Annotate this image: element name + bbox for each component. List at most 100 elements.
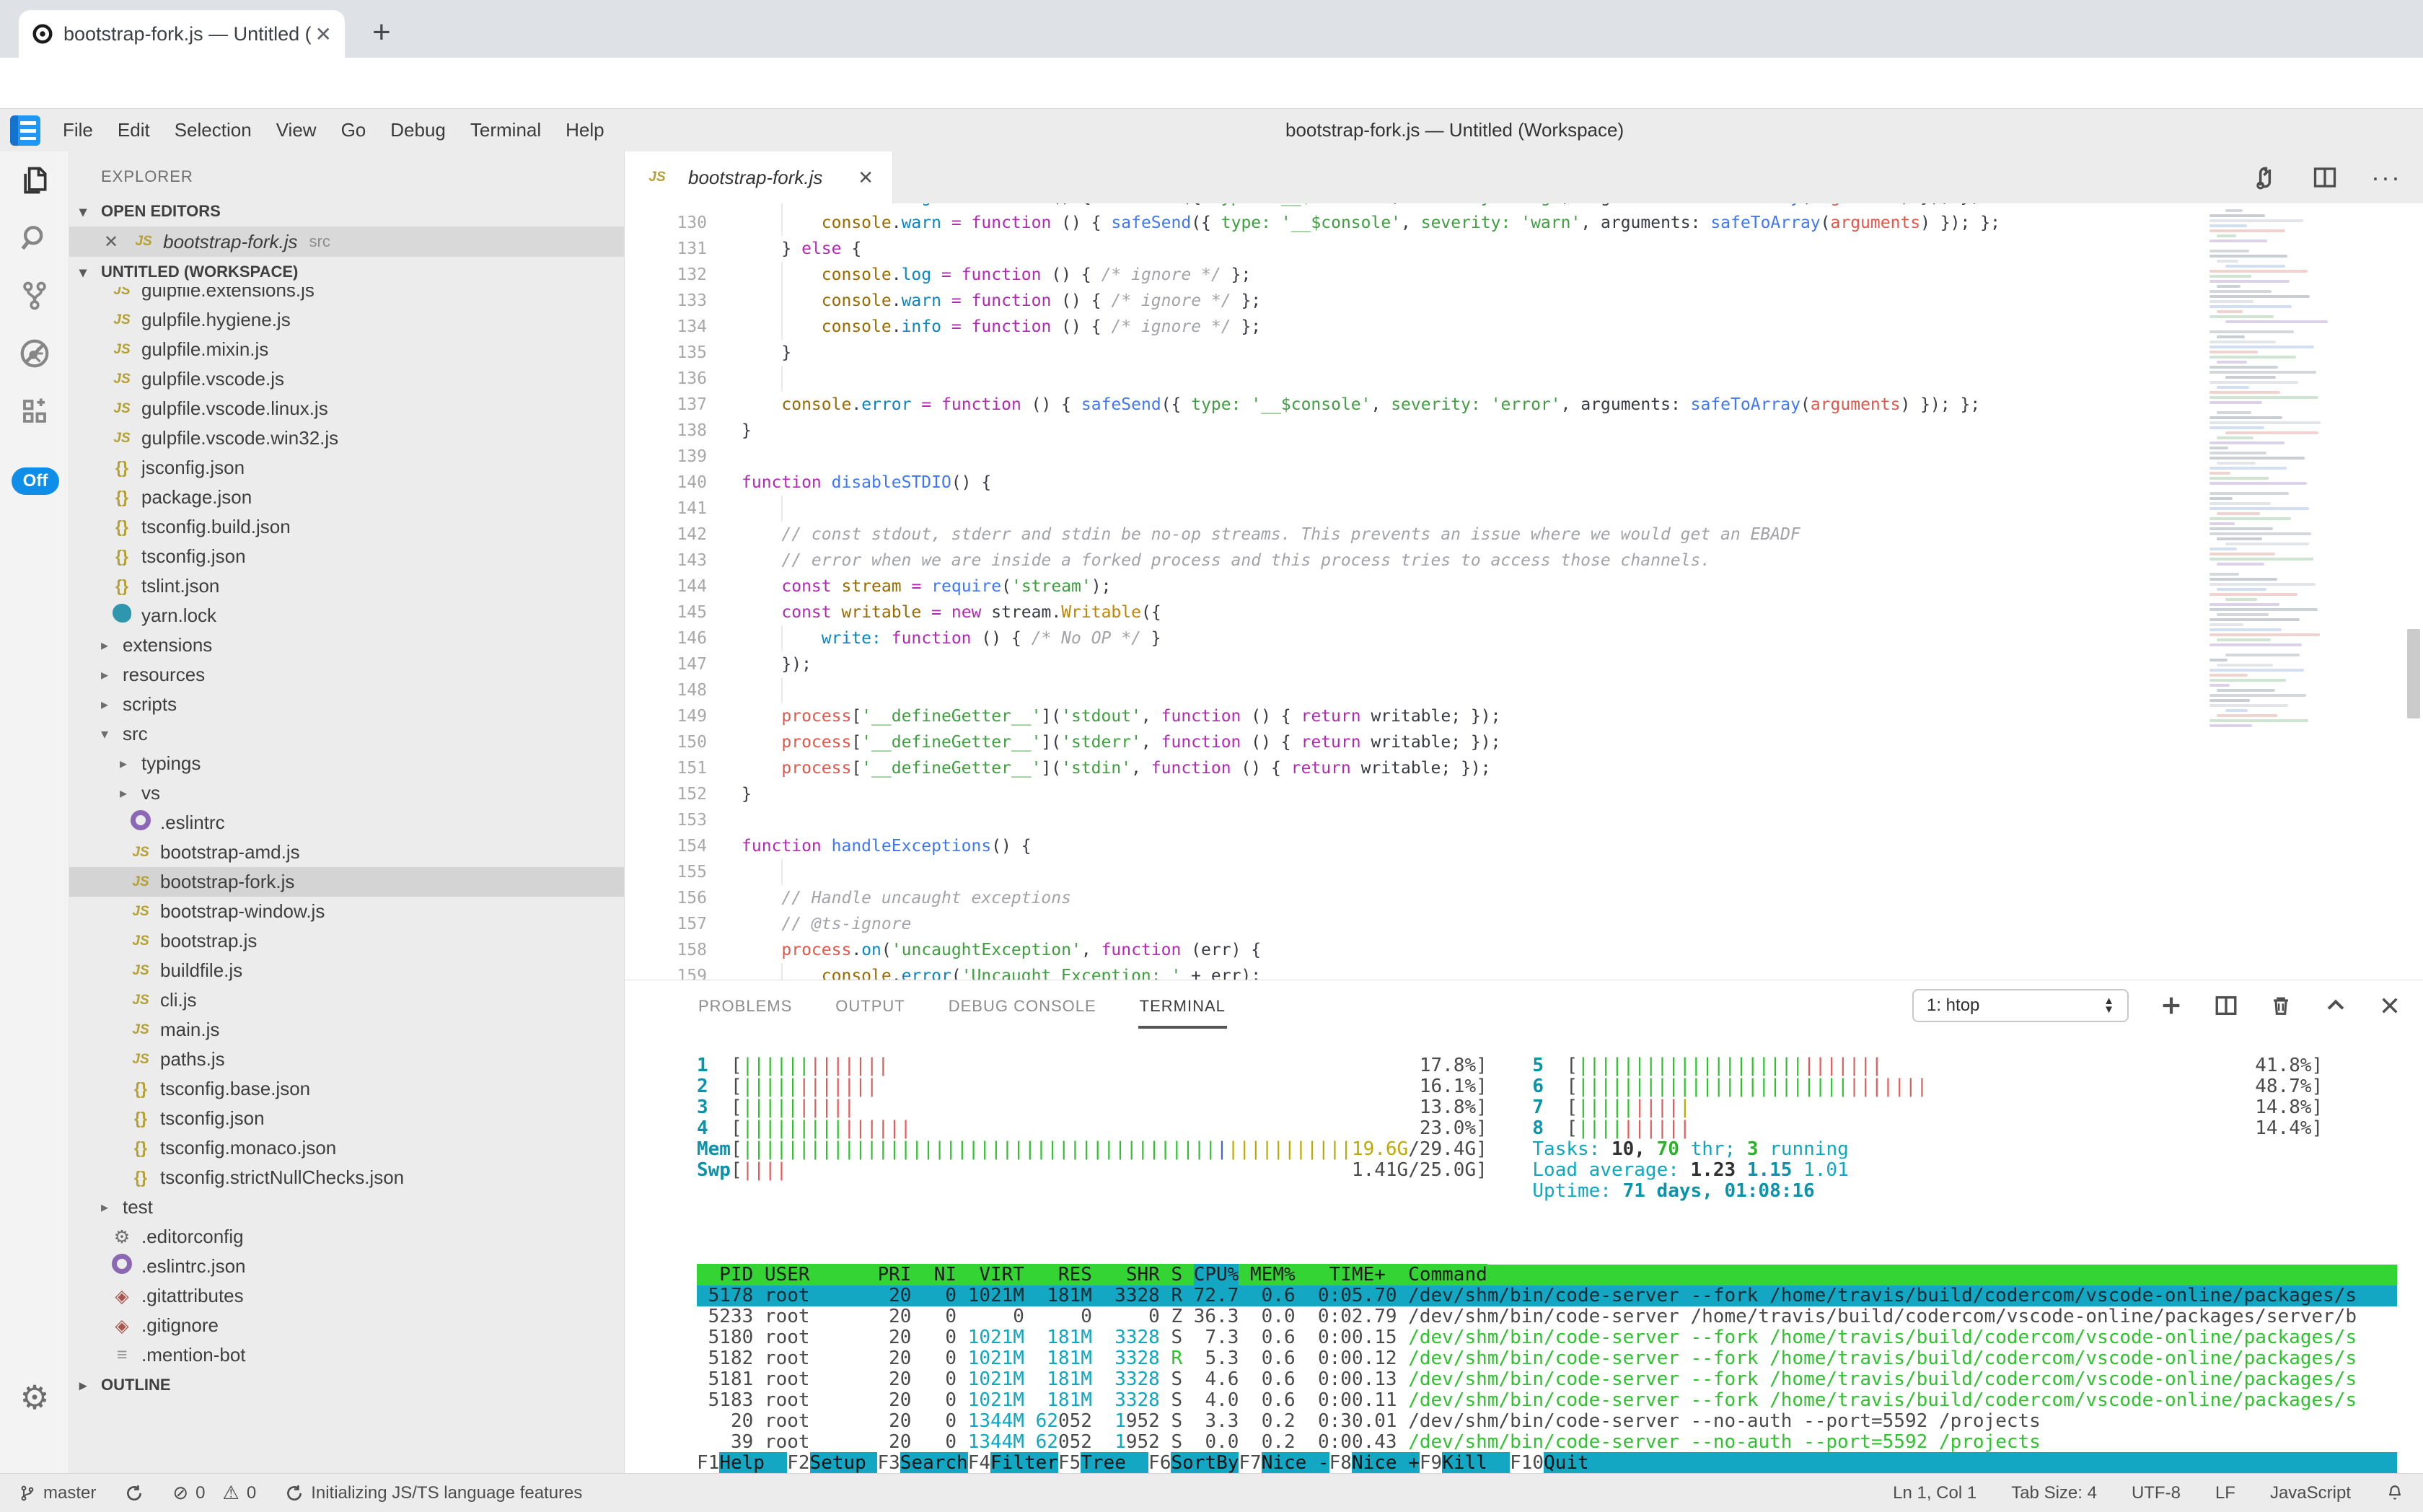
code-editor[interactable]: 129 console.log = function () { safeSend… [625, 203, 2423, 980]
menu-terminal[interactable]: Terminal [458, 119, 553, 141]
code-line-132[interactable]: 132 console.log = function () { /* ignor… [625, 262, 2423, 288]
extensions-icon[interactable] [0, 382, 69, 440]
tab-close-icon[interactable]: ✕ [315, 22, 332, 46]
cursor-position[interactable]: Ln 1, Col 1 [1893, 1483, 1976, 1503]
menu-help[interactable]: Help [553, 119, 616, 141]
tree-item-extensions[interactable]: ▸extensions [69, 630, 624, 660]
tree-item-main.js[interactable]: JSmain.js [69, 1015, 624, 1045]
tree-item-jsconfig.json[interactable]: {}jsconfig.json [69, 453, 624, 483]
explorer-icon[interactable] [0, 151, 69, 209]
tree-item-.gitignore[interactable]: ◈.gitignore [69, 1311, 624, 1340]
menu-selection[interactable]: Selection [162, 119, 264, 141]
debug-disabled-icon[interactable] [0, 325, 69, 382]
tree-item-paths.js[interactable]: JSpaths.js [69, 1045, 624, 1074]
code-line-143[interactable]: 143 // error when we are inside a forked… [625, 548, 2423, 573]
code-line-154[interactable]: 154function handleExceptions() { [625, 833, 2423, 859]
code-line-146[interactable]: 146 write: function () { /* No OP */ } [625, 625, 2423, 651]
tree-item-gulpfile.vscode.linux.js[interactable]: JSgulpfile.vscode.linux.js [69, 394, 624, 423]
notifications-bell-icon[interactable] [2385, 1483, 2404, 1503]
tree-item-.editorconfig[interactable]: ⚙.editorconfig [69, 1222, 624, 1252]
code-line-145[interactable]: 145 const writable = new stream.Writable… [625, 599, 2423, 625]
tree-item-bootstrap.js[interactable]: JSbootstrap.js [69, 926, 624, 956]
new-tab-button[interactable]: + [372, 14, 391, 50]
split-editor-icon[interactable] [2312, 164, 2338, 190]
code-line-155[interactable]: 155 [625, 859, 2423, 885]
tree-item-tsconfig.monaco.json[interactable]: {}tsconfig.monaco.json [69, 1133, 624, 1163]
source-control-icon[interactable] [0, 267, 69, 325]
tab-size[interactable]: Tab Size: 4 [2011, 1483, 2097, 1503]
code-line-140[interactable]: 140function disableSTDIO() { [625, 470, 2423, 496]
code-line-133[interactable]: 133 console.warn = function () { /* igno… [625, 288, 2423, 314]
code-line-141[interactable]: 141 [625, 496, 2423, 522]
tree-item-.eslintrc[interactable]: .eslintrc [69, 808, 624, 838]
tree-item-.eslintrc.json[interactable]: .eslintrc.json [69, 1252, 624, 1281]
tree-item-gulpfile.vscode.win32.js[interactable]: JSgulpfile.vscode.win32.js [69, 423, 624, 453]
branch-indicator[interactable]: master [19, 1483, 96, 1503]
maximize-panel-icon[interactable] [2323, 993, 2348, 1018]
encoding[interactable]: UTF-8 [2132, 1483, 2181, 1503]
code-line-156[interactable]: 156 // Handle uncaught exceptions [625, 885, 2423, 911]
code-line-147[interactable]: 147 }); [625, 651, 2423, 677]
code-line-149[interactable]: 149 process['__defineGetter__']('stdout'… [625, 703, 2423, 729]
tree-item-tsconfig.json[interactable]: {}tsconfig.json [69, 1104, 624, 1133]
code-line-159[interactable]: 159 console.error('Uncaught Exception: '… [625, 963, 2423, 980]
tree-item-resources[interactable]: ▸resources [69, 660, 624, 690]
tab-output[interactable]: OUTPUT [834, 983, 906, 1029]
menu-file[interactable]: File [50, 119, 105, 141]
code-line-130[interactable]: 130 console.warn = function () { safeSen… [625, 210, 2423, 236]
editor-scrollbar[interactable] [2407, 629, 2420, 718]
code-line-148[interactable]: 148 [625, 677, 2423, 703]
code-line-151[interactable]: 151 process['__defineGetter__']('stdin',… [625, 755, 2423, 781]
tab-terminal[interactable]: TERMINAL [1138, 983, 1227, 1029]
kill-terminal-trash-icon[interactable] [2269, 993, 2293, 1018]
tab-close-icon[interactable]: ✕ [858, 167, 874, 189]
language-mode[interactable]: JavaScript [2270, 1483, 2351, 1503]
sync-button[interactable] [125, 1484, 144, 1503]
tree-item-vs[interactable]: ▸vs [69, 778, 624, 808]
terminal-select[interactable]: 1: htop ▲▼ [1912, 989, 2129, 1022]
tree-item-gulpfile.mixin.js[interactable]: JSgulpfile.mixin.js [69, 335, 624, 364]
section-outline[interactable]: ▸ OUTLINE [69, 1370, 624, 1400]
code-line-152[interactable]: 152} [625, 781, 2423, 807]
browser-tab[interactable]: bootstrap-fork.js — Untitled (W ✕ [19, 10, 345, 58]
tree-item-.gitattributes[interactable]: ◈.gitattributes [69, 1281, 624, 1311]
new-terminal-icon[interactable] [2159, 993, 2184, 1018]
tree-item-gulpfile.hygiene.js[interactable]: JSgulpfile.hygiene.js [69, 305, 624, 335]
tab-debug-console[interactable]: DEBUG CONSOLE [947, 983, 1098, 1029]
open-changes-icon[interactable] [2251, 164, 2279, 191]
code-line-137[interactable]: 137 console.error = function () { safeSe… [625, 392, 2423, 418]
open-editor-item[interactable]: ✕ JS bootstrap-fork.js src [69, 227, 624, 257]
code-line-129[interactable]: 129 console.log = function () { safeSend… [625, 203, 2423, 210]
tree-item-gulpfile.vscode.js[interactable]: JSgulpfile.vscode.js [69, 364, 624, 394]
menu-go[interactable]: Go [329, 119, 379, 141]
code-line-131[interactable]: 131 } else { [625, 236, 2423, 262]
tree-item-src[interactable]: ▾src [69, 719, 624, 749]
minimap[interactable] [2207, 209, 2398, 734]
tree-item-typings[interactable]: ▸typings [69, 749, 624, 778]
tree-item-bootstrap-fork.js[interactable]: JSbootstrap-fork.js [69, 867, 624, 897]
tree-item-tslint.json[interactable]: {}tslint.json [69, 571, 624, 601]
close-panel-icon[interactable] [2378, 994, 2401, 1017]
tree-item-tsconfig.strictNullChecks.json[interactable]: {}tsconfig.strictNullChecks.json [69, 1163, 624, 1192]
code-line-157[interactable]: 157 // @ts-ignore [625, 911, 2423, 937]
tree-item-yarn.lock[interactable]: yarn.lock [69, 601, 624, 630]
code-line-150[interactable]: 150 process['__defineGetter__']('stderr'… [625, 729, 2423, 755]
tree-item-tsconfig.build.json[interactable]: {}tsconfig.build.json [69, 512, 624, 542]
code-line-134[interactable]: 134 console.info = function () { /* igno… [625, 314, 2423, 340]
tree-item-bootstrap-amd.js[interactable]: JSbootstrap-amd.js [69, 838, 624, 867]
tree-item-package.json[interactable]: {}package.json [69, 483, 624, 512]
tree-item-.mention-bot[interactable]: ≡.mention-bot [69, 1340, 624, 1370]
tab-problems[interactable]: PROBLEMS [697, 983, 793, 1029]
tree-item-bootstrap-window.js[interactable]: JSbootstrap-window.js [69, 897, 624, 926]
section-workspace[interactable]: ▾ UNTITLED (WORKSPACE) [69, 257, 624, 287]
code-line-136[interactable]: 136 [625, 366, 2423, 392]
editor-tab-bootstrap-fork[interactable]: JS bootstrap-fork.js ✕ [625, 151, 893, 203]
close-icon[interactable]: ✕ [104, 232, 118, 252]
menu-edit[interactable]: Edit [105, 119, 162, 141]
code-line-135[interactable]: 135 } [625, 340, 2423, 366]
telemetry-off-badge[interactable]: Off [12, 467, 59, 495]
code-line-144[interactable]: 144 const stream = require('stream'); [625, 573, 2423, 599]
terminal[interactable]: 1 [||||||||||||| 17.8%] 5 [|||||||||||||… [697, 1055, 2397, 1473]
tree-item-tsconfig.base.json[interactable]: {}tsconfig.base.json [69, 1074, 624, 1104]
code-line-139[interactable]: 139 [625, 444, 2423, 470]
